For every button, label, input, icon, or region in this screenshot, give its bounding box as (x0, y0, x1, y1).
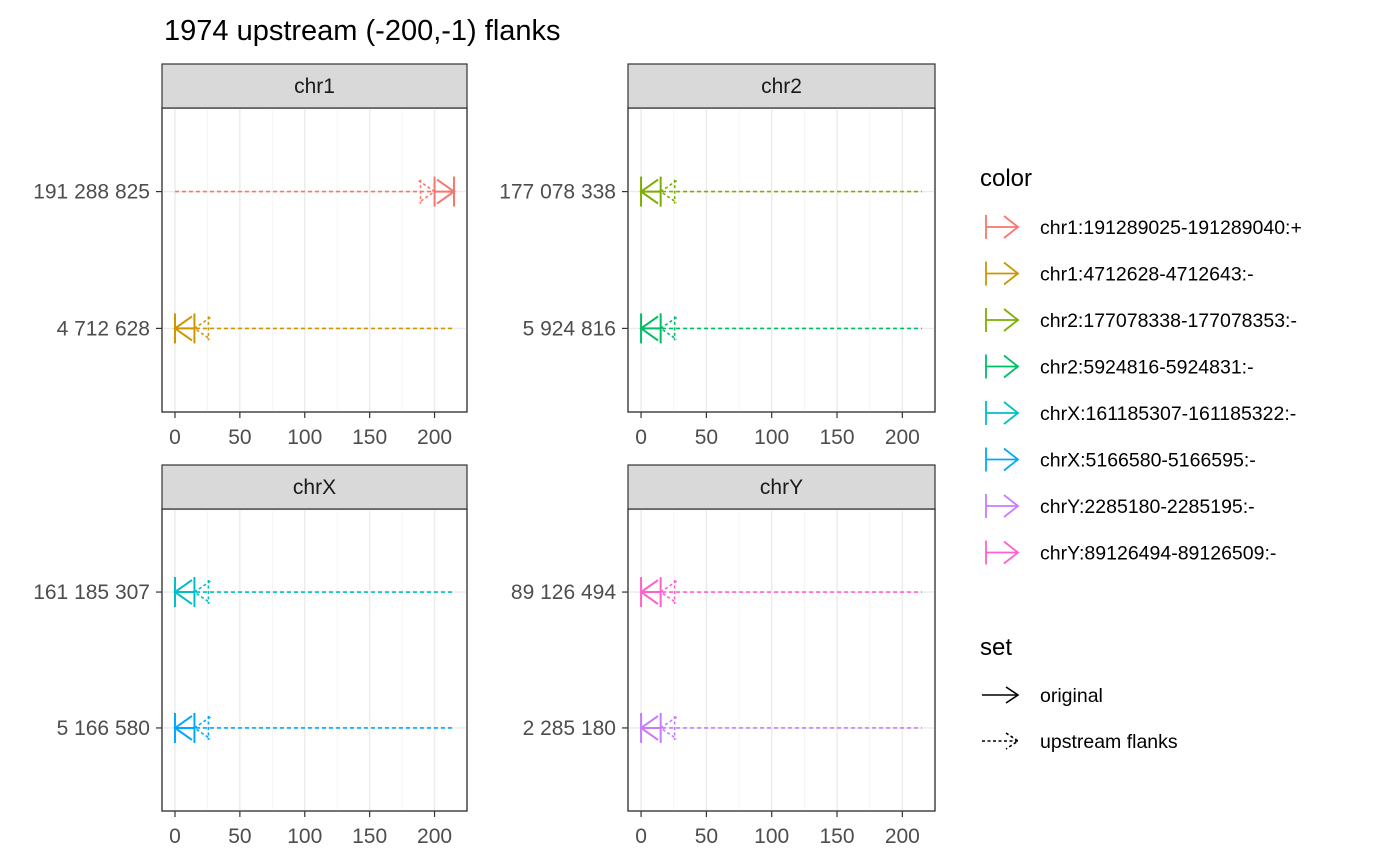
x-tick-label: 200 (417, 426, 452, 449)
x-tick-label: 200 (885, 426, 920, 449)
y-tick-label: 2 285 180 (523, 717, 616, 740)
facet-panel-chr2: chr2 0 50 100 150 200 177 078 338 5 924 816 (499, 63, 936, 449)
legend-key-color (985, 261, 1020, 286)
legend-label-color: chr1:191289025-191289040:+ (1040, 217, 1302, 239)
legend-key-arrowhead (1005, 732, 1020, 750)
facet-strip-label: chrY (760, 476, 803, 499)
x-tick-label: 50 (695, 426, 718, 449)
legend-key-color (985, 540, 1020, 565)
facet-panel-chrY: chrY 0 50 100 150 200 89 126 494 2 285 180 (511, 464, 936, 848)
x-tick-label: 100 (754, 825, 789, 848)
x-tick-label: 150 (819, 426, 854, 449)
legend-label-set: original (1040, 685, 1103, 707)
legend-key-color (985, 308, 1020, 332)
x-tick-label: 100 (287, 426, 322, 449)
legend-key-arrowhead (1003, 308, 1020, 332)
y-tick-label: 4 712 628 (57, 317, 150, 340)
chart-title: 1974 upstream (-200,-1) flanks (164, 15, 561, 47)
x-tick-label: 50 (228, 825, 251, 848)
y-tick-label: 177 078 338 (499, 181, 616, 204)
facet-panel-chr1: chr1 0 50 100 150 200 191 288 825 4 712 628 (33, 63, 468, 449)
panel-background (161, 508, 468, 812)
legend-key-arrowhead (1003, 494, 1020, 518)
x-tick-label: 50 (695, 825, 718, 848)
x-tick-label: 0 (635, 825, 647, 848)
legend-key-arrowhead (1003, 261, 1020, 286)
legend-label-color: chr2:5924816-5924831:- (1040, 357, 1254, 379)
legend-key-arrowhead (1003, 354, 1020, 379)
x-tick-label: 100 (754, 426, 789, 449)
legend-key-arrowhead (1003, 401, 1020, 425)
x-tick-label: 200 (885, 825, 920, 848)
legend-label-color: chrX:5166580-5166595:- (1040, 450, 1256, 472)
legend-title-color: color (980, 165, 1032, 192)
x-tick-label: 200 (417, 825, 452, 848)
panels-layer: chr1 0 50 100 150 200 191 288 825 4 712 628 chr2… (33, 63, 936, 848)
facet-strip (161, 63, 468, 109)
facet-strip-label: chr2 (761, 75, 802, 98)
x-tick-label: 150 (819, 825, 854, 848)
legend-key-color (985, 354, 1020, 379)
legend-label-set: upstream flanks (1040, 731, 1178, 753)
y-tick-label: 5 924 816 (523, 317, 616, 340)
legend-title-set: set (980, 634, 1012, 661)
legend-key-color (985, 447, 1020, 472)
legend-label-color: chr2:177078338-177078353:- (1040, 310, 1297, 332)
legend-key-color (985, 401, 1020, 425)
facet-strip-label: chr1 (294, 75, 335, 98)
facet-strip (627, 464, 936, 510)
y-tick-label: 5 166 580 (57, 717, 150, 740)
x-tick-label: 50 (228, 426, 251, 449)
legend: color chr1:191289025-191289040:+ chr1:4712… (980, 165, 1302, 753)
x-tick-label: 0 (169, 825, 181, 848)
x-tick-label: 100 (287, 825, 322, 848)
legend-key-color (985, 215, 1020, 239)
y-tick-label: 89 126 494 (511, 581, 616, 604)
facet-strip (627, 63, 936, 109)
legend-label-color: chr1:4712628-4712643:- (1040, 264, 1254, 286)
panel-background (627, 107, 936, 413)
legend-label-color: chrY:2285180-2285195:- (1040, 496, 1255, 518)
facet-strip-label: chrX (293, 476, 336, 499)
x-tick-label: 150 (352, 426, 387, 449)
legend-key-arrowhead (1003, 447, 1020, 472)
y-tick-label: 191 288 825 (33, 181, 150, 204)
legend-key-arrowhead (1003, 540, 1020, 565)
facet-strip (161, 464, 468, 510)
legend-key-arrowhead (1003, 215, 1020, 239)
legend-key-color (985, 494, 1020, 518)
facet-panel-chrX: chrX 0 50 100 150 200 161 185 307 5 166 580 (33, 464, 468, 848)
panel-background (161, 107, 468, 413)
legend-label-color: chrY:89126494-89126509:- (1040, 543, 1276, 565)
y-tick-label: 161 185 307 (33, 581, 150, 604)
x-tick-label: 150 (352, 825, 387, 848)
legend-label-color: chrX:161185307-161185322:- (1040, 403, 1296, 425)
legend-key-arrowhead (1005, 686, 1020, 704)
panel-background (627, 508, 936, 812)
x-tick-label: 0 (635, 426, 647, 449)
x-tick-label: 0 (169, 426, 181, 449)
